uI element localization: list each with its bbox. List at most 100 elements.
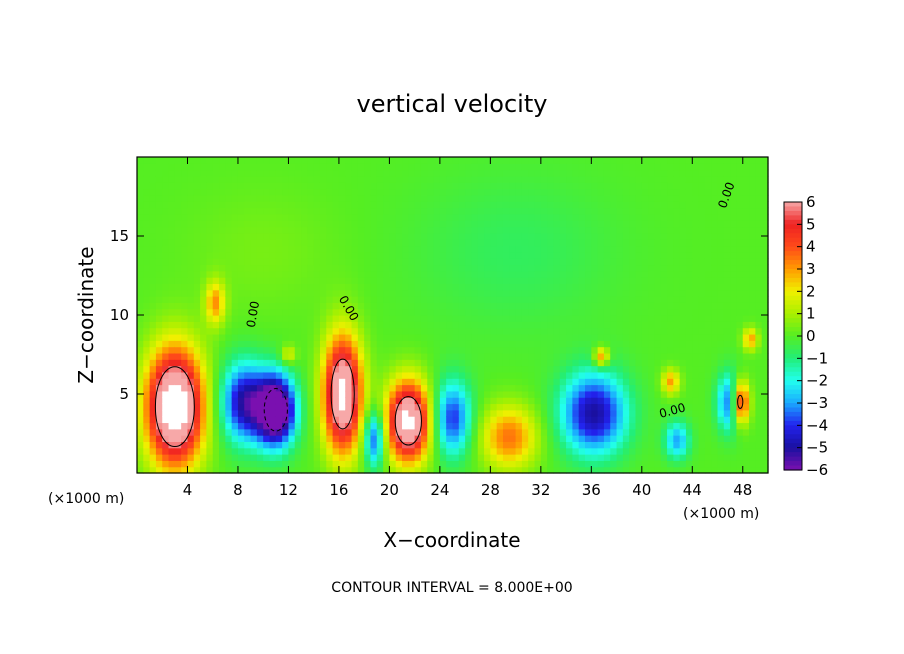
field-cell (591, 157, 599, 164)
field-cell (389, 466, 397, 474)
field-cell (301, 365, 308, 373)
field-cell (357, 157, 365, 164)
field-cell (225, 232, 233, 240)
field-cell (420, 270, 428, 278)
field-cell (282, 182, 290, 190)
field-cell (332, 277, 340, 284)
field-cell (294, 289, 302, 297)
field-cell (275, 371, 283, 379)
field-cell (256, 321, 264, 329)
field-cell (225, 277, 233, 284)
field-cell (597, 384, 605, 392)
field-cell (389, 213, 397, 221)
field-cell (282, 378, 290, 386)
field-cell (326, 289, 334, 297)
field-cell (635, 201, 643, 209)
field-cell (736, 378, 744, 386)
field-cell (263, 409, 271, 417)
field-cell (206, 296, 214, 303)
field-cell (509, 182, 517, 190)
field-cell (509, 340, 517, 348)
field-cell (275, 359, 283, 367)
field-cell (547, 390, 555, 398)
field-cell (319, 321, 327, 329)
field-cell (521, 270, 529, 278)
field-cell (143, 264, 151, 272)
field-cell (244, 352, 252, 360)
field-cell (685, 232, 693, 240)
field-cell (225, 416, 233, 424)
field-cell (629, 270, 637, 278)
field-cell (313, 201, 321, 209)
field-cell (326, 352, 334, 360)
field-cell (667, 213, 674, 221)
field-cell (736, 409, 744, 417)
field-cell (168, 194, 176, 202)
field-cell (282, 352, 290, 360)
field-cell (155, 277, 163, 284)
field-cell (521, 220, 529, 228)
field-cell (351, 270, 359, 278)
field-cell (263, 447, 271, 455)
field-cell (540, 390, 548, 398)
field-cell (629, 378, 637, 386)
field-cell (383, 296, 390, 303)
field-cell (244, 359, 252, 367)
field-cell (427, 327, 435, 335)
field-cell (452, 384, 460, 392)
field-cell (585, 308, 592, 316)
field-cell (370, 163, 378, 171)
field-cell (288, 258, 296, 266)
field-cell (212, 409, 220, 417)
field-cell (711, 321, 719, 329)
field-cell (263, 220, 271, 228)
field-cell (679, 321, 687, 329)
field-cell (685, 384, 693, 392)
field-cell (578, 359, 586, 367)
field-cell (237, 327, 245, 335)
field-cell (395, 409, 403, 417)
field-cell (559, 321, 567, 329)
field-cell (364, 378, 372, 386)
field-cell (698, 163, 706, 171)
field-cell (307, 239, 315, 247)
field-cell (648, 213, 656, 221)
field-cell (313, 390, 321, 398)
field-cell (547, 188, 555, 196)
field-cell (742, 163, 750, 171)
field-cell (364, 454, 372, 461)
field-cell (566, 201, 573, 209)
field-cell (282, 277, 290, 284)
field-cell (439, 365, 447, 373)
field-cell (717, 441, 725, 449)
field-cell (181, 175, 189, 183)
field-cell (477, 296, 485, 303)
field-cell (559, 182, 567, 190)
field-cell (730, 359, 738, 367)
field-cell (622, 296, 630, 303)
field-cell (427, 397, 435, 405)
field-cell (143, 251, 151, 259)
field-cell (685, 371, 693, 379)
field-cell (704, 296, 712, 303)
field-cell (528, 428, 536, 436)
field-cell (654, 296, 662, 303)
field-cell (616, 226, 624, 234)
field-cell (603, 258, 611, 266)
field-cell (591, 277, 599, 284)
field-cell (212, 352, 220, 360)
field-cell (244, 220, 252, 228)
field-cell (635, 460, 643, 468)
field-cell (187, 213, 195, 221)
field-cell (742, 454, 750, 461)
field-cell (654, 352, 662, 360)
field-cell (679, 251, 687, 259)
field-cell (484, 321, 491, 329)
field-cell (723, 365, 731, 373)
field-cell (288, 409, 296, 417)
field-cell (162, 270, 170, 278)
field-cell (578, 277, 586, 284)
field-cell (275, 315, 283, 322)
field-cell (288, 163, 296, 171)
field-cell (654, 251, 662, 259)
